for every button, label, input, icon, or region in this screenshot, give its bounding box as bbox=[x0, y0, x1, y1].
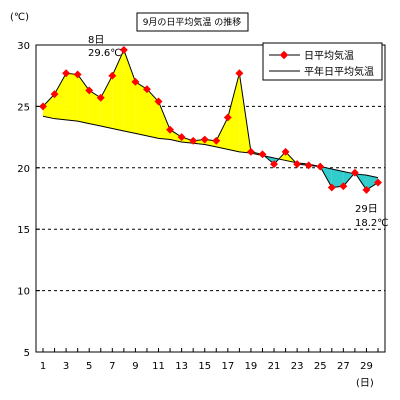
legend-box bbox=[262, 42, 383, 81]
x-tick-label-25: 25 bbox=[314, 361, 327, 372]
fill-segment-11 bbox=[170, 129, 182, 143]
x-tick-label-19: 19 bbox=[245, 361, 258, 372]
data-point-day-27 bbox=[339, 182, 348, 191]
data-point-day-5 bbox=[85, 86, 94, 95]
x-tick-label-1: 1 bbox=[40, 361, 46, 372]
y-tick-label-20: 20 bbox=[17, 164, 30, 175]
y-tick-label-15: 15 bbox=[17, 225, 30, 236]
annotation-min-day: 29日 bbox=[355, 204, 378, 215]
y-tick-label-10: 10 bbox=[17, 287, 30, 298]
data-point-day-14 bbox=[189, 136, 198, 145]
x-tick-label-3: 3 bbox=[63, 361, 69, 372]
data-point-day-7 bbox=[108, 71, 117, 80]
x-tick-label-9: 9 bbox=[132, 361, 138, 372]
x-tick-label-17: 17 bbox=[221, 361, 234, 372]
y-tick-label-30: 30 bbox=[17, 41, 30, 52]
data-point-day-26 bbox=[327, 183, 336, 192]
x-tick-label-13: 13 bbox=[175, 361, 188, 372]
data-point-day-23 bbox=[293, 160, 302, 169]
title-box bbox=[136, 12, 249, 32]
fill-segment-0 bbox=[43, 94, 55, 119]
data-point-day-4 bbox=[73, 70, 82, 79]
data-point-day-18 bbox=[235, 69, 244, 78]
fill-segment-4 bbox=[89, 90, 101, 127]
fill-segment-1 bbox=[54, 73, 67, 120]
x-tick-label-7: 7 bbox=[109, 361, 115, 372]
annotation-max-day: 8日 bbox=[88, 35, 104, 46]
fill-segment-2 bbox=[66, 73, 78, 122]
legend-label-actual: 日平均気温 bbox=[304, 49, 354, 62]
x-tick-label-21: 21 bbox=[268, 361, 281, 372]
legend: 日平均気温 平年日平均気温 bbox=[262, 42, 383, 81]
y-tick-label-25: 25 bbox=[17, 102, 30, 113]
fill-segment-16 bbox=[227, 73, 240, 152]
annotation-min-value: 18.2℃ bbox=[355, 218, 389, 229]
y-axis-ticks: 5 10 15 20 25 30 bbox=[17, 41, 40, 359]
data-point-day-13 bbox=[177, 133, 186, 142]
x-tick-label-15: 15 bbox=[198, 361, 211, 372]
annotation-max-value: 29.6℃ bbox=[88, 48, 122, 59]
fill-segment-8 bbox=[135, 81, 147, 136]
x-unit-label: (日) bbox=[356, 378, 374, 389]
fill-segment-5 bbox=[100, 75, 113, 129]
data-point-day-6 bbox=[96, 93, 105, 102]
data-point-day-11 bbox=[154, 97, 163, 106]
y-unit-label: (℃) bbox=[10, 12, 29, 23]
data-point-day-16 bbox=[212, 136, 221, 145]
x-axis-ticks: 1 3 5 7 9 11 13 15 17 19 21 23 25 27 29 bbox=[40, 348, 379, 372]
x-tick-label-29: 29 bbox=[360, 361, 373, 372]
data-point-day-29 bbox=[362, 185, 371, 194]
legend-label-normal: 平年日平均気温 bbox=[304, 65, 374, 78]
data-point-day-21 bbox=[270, 160, 278, 169]
data-point-day-9 bbox=[131, 77, 140, 86]
data-point-day-12 bbox=[166, 125, 175, 134]
fill-segment-25 bbox=[331, 169, 344, 188]
data-point-day-28 bbox=[350, 168, 359, 177]
fill-segment-28 bbox=[366, 175, 378, 190]
data-point-day-25 bbox=[316, 162, 325, 171]
x-tick-label-23: 23 bbox=[291, 361, 304, 372]
legend-marker-actual bbox=[279, 50, 289, 60]
fill-segment-7 bbox=[123, 49, 136, 134]
y-tick-label-5: 5 bbox=[24, 348, 30, 359]
data-point-day-19 bbox=[246, 147, 255, 156]
chart-title: 9月の日平均気温 の推移 bbox=[143, 16, 242, 28]
data-point-day-22 bbox=[281, 147, 290, 156]
data-point-day-15 bbox=[200, 135, 209, 144]
x-tick-label-5: 5 bbox=[86, 361, 92, 372]
data-point-day-30 bbox=[374, 178, 382, 187]
data-point-day-20 bbox=[258, 150, 267, 159]
x-tick-label-27: 27 bbox=[337, 361, 350, 372]
x-tick-label-11: 11 bbox=[152, 361, 165, 372]
